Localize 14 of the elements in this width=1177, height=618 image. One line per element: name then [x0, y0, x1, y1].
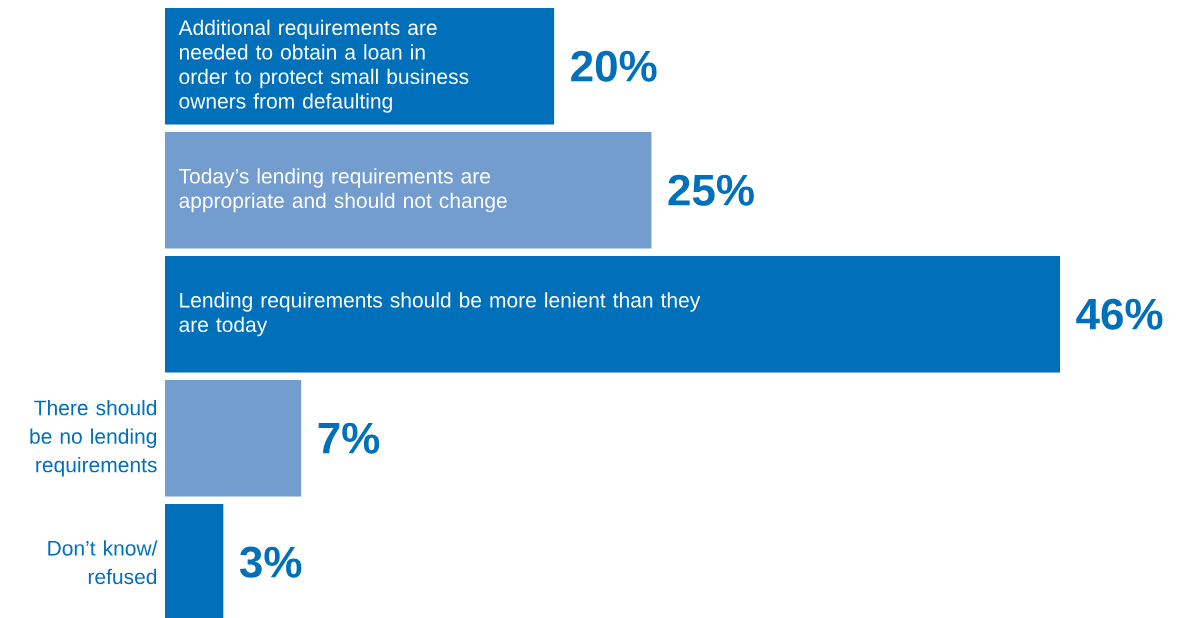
- data-label: 46%: [1076, 298, 1163, 330]
- y-tick-label: Additional requirements are needed to obtain a loan in order to protect small business owners from defaulting: [178, 19, 469, 113]
- data-label: 25%: [668, 174, 754, 206]
- bar: [165, 379, 302, 497]
- y-tick-label: Don’t know/ refused: [48, 540, 158, 585]
- bar: [165, 7, 555, 125]
- y-tick-label: Today’s lending requirements are appropriate and should not change: [179, 168, 507, 213]
- data-label: 7%: [318, 422, 380, 454]
- bar: [165, 255, 1061, 373]
- y-tick-label: There should be no lending requirements: [30, 399, 157, 477]
- y-tick-label: Lending requirements should be more lenient than they are today: [179, 292, 701, 337]
- data-label: 3%: [239, 546, 302, 578]
- bar: [165, 131, 652, 249]
- data-label: 20%: [571, 50, 657, 82]
